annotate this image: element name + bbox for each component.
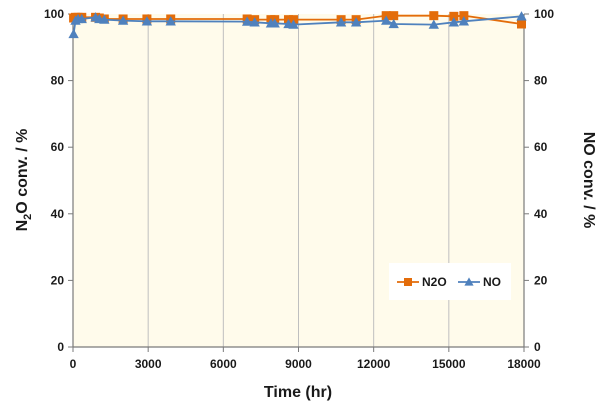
y-right-tick-label: 80 [534,74,548,88]
y-left-tick-label: 80 [51,74,65,88]
data-point-n2o [516,19,526,29]
legend-marker-no [464,277,474,286]
data-point-n2o [459,11,469,21]
data-point-no [249,17,260,27]
data-point-no [141,16,153,26]
data-point-no [388,18,399,29]
x-tick-label: 18000 [507,357,541,371]
y-left-tick-label: 100 [44,7,64,21]
legend-label-n2o: N2O [422,275,447,289]
y-axis-right-title: NO conv. / % [580,132,597,229]
data-point-no [350,17,362,27]
data-point-no [165,16,176,26]
y-left-tick-label: 20 [51,273,65,287]
x-tick-label: 15000 [432,357,466,371]
y-left-tick-label: 40 [51,207,65,221]
x-axis-title: Time (hr) [264,384,332,401]
y-right-tick-label: 0 [534,340,541,354]
data-point-no [241,16,253,26]
data-point-no [269,18,280,28]
series-layer [68,11,527,39]
data-point-no [335,17,347,27]
y-right-tick-label: 40 [534,207,548,221]
data-point-no [381,15,392,25]
data-point-no [448,17,460,27]
y-left-tick-label: 0 [57,340,64,354]
y-right-tick-label: 60 [534,140,548,154]
y-axis-left-title: N2O conv. / % [14,129,34,232]
x-tick-label: 0 [70,357,77,371]
y-right-tick-label: 20 [534,273,548,287]
y-left-tick-label: 60 [51,140,65,154]
data-point-no [428,19,439,29]
data-point-no [99,14,110,24]
x-tick-label: 3000 [135,357,162,371]
data-point-no [68,28,79,39]
legend-marker-n2o [404,278,412,286]
data-point-no [516,11,527,21]
legend: N2O NO [389,263,511,300]
legend-label-no: NO [483,275,501,289]
x-tick-label: 6000 [210,357,237,371]
data-point-no [117,15,129,25]
data-point-n2o [449,11,459,21]
x-tick-label: 12000 [357,357,391,371]
data-point-no [458,16,470,26]
data-point-no [76,13,87,24]
data-point-no [288,19,299,29]
grid-lines [147,14,450,347]
y-right-tick-label: 100 [534,7,554,21]
data-point-n2o [429,11,439,21]
x-tick-label: 9000 [285,357,312,371]
data-point-n2o [389,11,399,21]
